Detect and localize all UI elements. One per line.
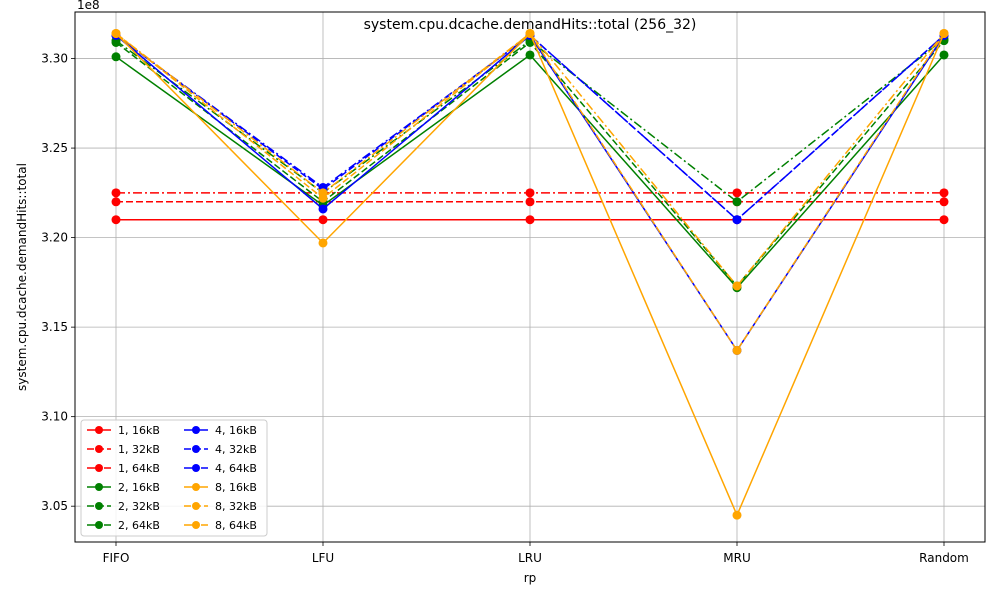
legend-entry-label: 1, 16kB [118,424,160,437]
y-axis-ticks: 3.05 3.10 3.15 3.20 3.25 3.30 [41,52,75,513]
series-group [111,28,949,291]
legend-marker [95,483,103,491]
data-point [111,52,121,62]
series-group [111,188,949,198]
data-point [732,188,742,198]
legend-marker [192,464,200,472]
y-tick-label: 3.05 [41,499,68,513]
legend-marker [192,521,200,529]
legend-marker [95,445,103,453]
data-point [525,188,535,198]
x-tick-label: Random [919,551,969,565]
data-point [732,345,742,355]
data-point [939,215,949,225]
data-point [732,215,742,225]
data-point [318,204,328,214]
x-axis-label: rp [524,571,537,585]
legend-entry-label: 4, 64kB [215,462,257,475]
y-tick-label: 3.15 [41,320,68,334]
x-tick-label: LFU [312,551,334,565]
data-point [732,197,742,207]
data-point [939,28,949,38]
series-line [115,32,945,352]
legend-marker [95,502,103,510]
legend-entry-label: 4, 16kB [215,424,257,437]
data-point [525,50,535,60]
chart-title: system.cpu.dcache.demandHits::total (256… [364,17,697,33]
legend-entry-label: 1, 32kB [118,443,160,456]
x-tick-label: MRU [723,551,750,565]
x-tick-label: LRU [518,551,542,565]
x-tick-label: FIFO [103,551,130,565]
legend-marker [192,483,200,491]
y-tick-label: 3.20 [41,231,68,245]
y-axis-scale-label: 1e8 [77,0,100,12]
data-point [525,197,535,207]
legend-entry-label: 2, 32kB [118,500,160,513]
legend-marker [95,426,103,434]
legend-marker [95,464,103,472]
legend-entry-label: 8, 16kB [215,481,257,494]
data-point [111,215,121,225]
data-point [525,28,535,38]
legend-entry-label: 1, 64kB [118,462,160,475]
series-lines [111,28,949,520]
data-point [939,50,949,60]
legend-entry-label: 2, 64kB [118,519,160,532]
legend-entry-label: 4, 32kB [215,443,257,456]
legend-marker [192,445,200,453]
legend-marker [192,426,200,434]
data-point [111,197,121,207]
data-point [318,188,328,198]
data-point [111,28,121,38]
data-point [318,238,328,248]
data-point [318,215,328,225]
y-tick-label: 3.25 [41,141,68,155]
legend-marker [95,521,103,529]
y-axis-label: system.cpu.dcache.demandHits::total [15,163,29,391]
legend-entry-label: 8, 32kB [215,500,257,513]
data-point [939,188,949,198]
legend-entry-label: 8, 64kB [215,519,257,532]
y-tick-label: 3.30 [41,52,68,66]
legend-box [80,419,268,537]
legend-entry-label: 2, 16kB [118,481,160,494]
data-point [111,188,121,198]
data-point [525,215,535,225]
data-point [732,281,742,291]
legend-marker [192,502,200,510]
data-point [939,197,949,207]
y-tick-label: 3.10 [41,410,68,424]
x-axis-ticks: FIFO LFU LRU MRU Random [103,542,969,565]
legend: 1, 16kB 1, 32kB 1, 64kB 2, 16kB 2, 32kB 2, 64… [80,419,268,537]
data-point [732,510,742,520]
